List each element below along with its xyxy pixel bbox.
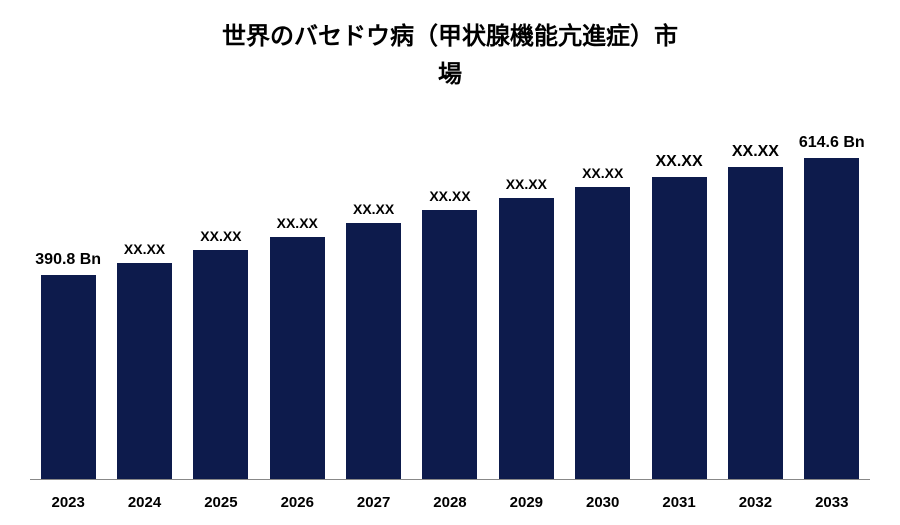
bar-value-label: XX.XX: [335, 201, 411, 217]
bar-slot: XX.XX: [641, 140, 717, 479]
bar-slot: XX.XX: [488, 140, 564, 479]
chart-plot-area: 390.8 BnXX.XXXX.XXXX.XXXX.XXXX.XXXX.XXXX…: [30, 140, 870, 480]
x-axis-label: 2028: [412, 494, 488, 511]
bar-value-label: 390.8 Bn: [30, 251, 106, 269]
bar: [193, 250, 248, 479]
bar-value-label: XX.XX: [488, 176, 564, 192]
x-axis: 2023202420252026202720282029203020312032…: [30, 494, 870, 511]
x-axis-label: 2033: [794, 494, 870, 511]
x-axis-label: 2029: [488, 494, 564, 511]
bar: [575, 187, 630, 479]
bar-slot: XX.XX: [565, 140, 641, 479]
bar: [41, 275, 96, 479]
bars-container: 390.8 BnXX.XXXX.XXXX.XXXX.XXXX.XXXX.XXXX…: [30, 140, 870, 480]
bar-slot: XX.XX: [183, 140, 259, 479]
bar-value-label: XX.XX: [717, 143, 793, 161]
chart-title-line1: 世界のバセドウ病（甲状腺機能亢進症）市: [0, 18, 900, 56]
bar: [422, 210, 477, 479]
bar-slot: XX.XX: [717, 140, 793, 479]
x-axis-label: 2024: [106, 494, 182, 511]
bar-value-label: XX.XX: [412, 188, 488, 204]
bar-slot: XX.XX: [412, 140, 488, 479]
bar-value-label: XX.XX: [641, 153, 717, 171]
bar: [270, 237, 325, 480]
bar-slot: XX.XX: [259, 140, 335, 479]
bar: [804, 158, 859, 479]
bar-value-label: XX.XX: [183, 228, 259, 244]
x-axis-label: 2026: [259, 494, 335, 511]
x-axis-label: 2030: [565, 494, 641, 511]
chart-title: 世界のバセドウ病（甲状腺機能亢進症）市 場: [0, 0, 900, 95]
x-axis-label: 2027: [335, 494, 411, 511]
bar: [499, 198, 554, 479]
bar: [117, 263, 172, 479]
x-axis-label: 2031: [641, 494, 717, 511]
bar: [728, 167, 783, 479]
bar-slot: XX.XX: [335, 140, 411, 479]
bar-value-label: 614.6 Bn: [794, 134, 870, 152]
bar-value-label: XX.XX: [106, 241, 182, 257]
bar: [346, 223, 401, 479]
bar-value-label: XX.XX: [259, 215, 335, 231]
bar-value-label: XX.XX: [565, 165, 641, 181]
x-axis-label: 2032: [717, 494, 793, 511]
bar-slot: 614.6 Bn: [794, 140, 870, 479]
bar: [652, 177, 707, 479]
bar-slot: XX.XX: [106, 140, 182, 479]
x-axis-label: 2023: [30, 494, 106, 511]
bar-slot: 390.8 Bn: [30, 140, 106, 479]
x-axis-label: 2025: [183, 494, 259, 511]
chart-title-line2: 場: [0, 56, 900, 94]
